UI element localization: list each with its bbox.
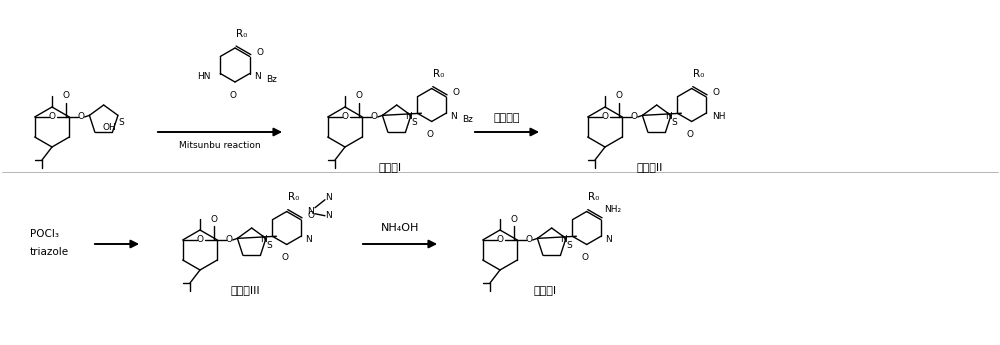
Text: O: O bbox=[77, 112, 84, 121]
Text: R₀: R₀ bbox=[588, 193, 599, 203]
Text: O: O bbox=[601, 112, 608, 121]
Text: R₀: R₀ bbox=[236, 29, 248, 39]
Text: NH: NH bbox=[712, 112, 725, 121]
Text: N: N bbox=[254, 72, 260, 81]
Text: O: O bbox=[496, 236, 503, 245]
Text: R₀: R₀ bbox=[433, 69, 444, 79]
Text: O: O bbox=[196, 236, 203, 245]
Text: O: O bbox=[426, 130, 433, 139]
Text: N: N bbox=[260, 235, 266, 244]
Text: 中间体III: 中间体III bbox=[230, 285, 260, 295]
Text: O: O bbox=[230, 90, 237, 99]
Text: O: O bbox=[281, 253, 288, 262]
Text: O: O bbox=[210, 215, 217, 224]
Text: O: O bbox=[452, 88, 459, 97]
Text: POCl₃: POCl₃ bbox=[30, 229, 59, 239]
Text: NH₂: NH₂ bbox=[604, 205, 622, 214]
Text: O: O bbox=[48, 112, 55, 121]
Text: triazole: triazole bbox=[30, 247, 69, 257]
Text: S: S bbox=[266, 241, 272, 250]
Text: N: N bbox=[605, 235, 612, 244]
Text: Bz: Bz bbox=[266, 75, 277, 84]
Text: OH: OH bbox=[103, 122, 117, 132]
Text: N: N bbox=[405, 112, 411, 121]
Text: HN: HN bbox=[197, 72, 210, 81]
Text: R₀: R₀ bbox=[288, 193, 299, 203]
Text: N: N bbox=[308, 207, 314, 216]
Text: S: S bbox=[118, 118, 124, 127]
Text: N: N bbox=[326, 211, 332, 220]
Text: O: O bbox=[712, 88, 719, 97]
Text: NH₄OH: NH₄OH bbox=[381, 223, 419, 233]
Text: O: O bbox=[355, 91, 362, 100]
Text: 中间体II: 中间体II bbox=[637, 162, 663, 172]
Text: O: O bbox=[615, 91, 622, 100]
Text: O: O bbox=[225, 236, 232, 245]
Text: Bz: Bz bbox=[462, 115, 473, 124]
Text: N: N bbox=[305, 235, 312, 244]
Text: S: S bbox=[671, 118, 677, 127]
Text: 中间体I: 中间体I bbox=[378, 162, 402, 172]
Text: 脱保护基: 脱保护基 bbox=[494, 113, 520, 123]
Text: O: O bbox=[62, 91, 69, 100]
Text: 化合物I: 化合物I bbox=[533, 285, 557, 295]
Text: O: O bbox=[256, 48, 263, 57]
Text: O: O bbox=[510, 215, 517, 224]
Text: O: O bbox=[581, 253, 588, 262]
Text: S: S bbox=[566, 241, 572, 250]
Text: O: O bbox=[525, 236, 532, 245]
Text: S: S bbox=[411, 118, 417, 127]
Text: R₀: R₀ bbox=[693, 69, 704, 79]
Text: N: N bbox=[560, 235, 566, 244]
Text: N: N bbox=[665, 112, 671, 121]
Text: Mitsunbu reaction: Mitsunbu reaction bbox=[179, 141, 261, 150]
Text: O: O bbox=[630, 112, 637, 121]
Text: O: O bbox=[307, 211, 314, 220]
Text: N: N bbox=[326, 193, 332, 202]
Text: O: O bbox=[370, 112, 377, 121]
Text: O: O bbox=[686, 130, 693, 139]
Text: N: N bbox=[450, 112, 457, 121]
Text: O: O bbox=[341, 112, 348, 121]
